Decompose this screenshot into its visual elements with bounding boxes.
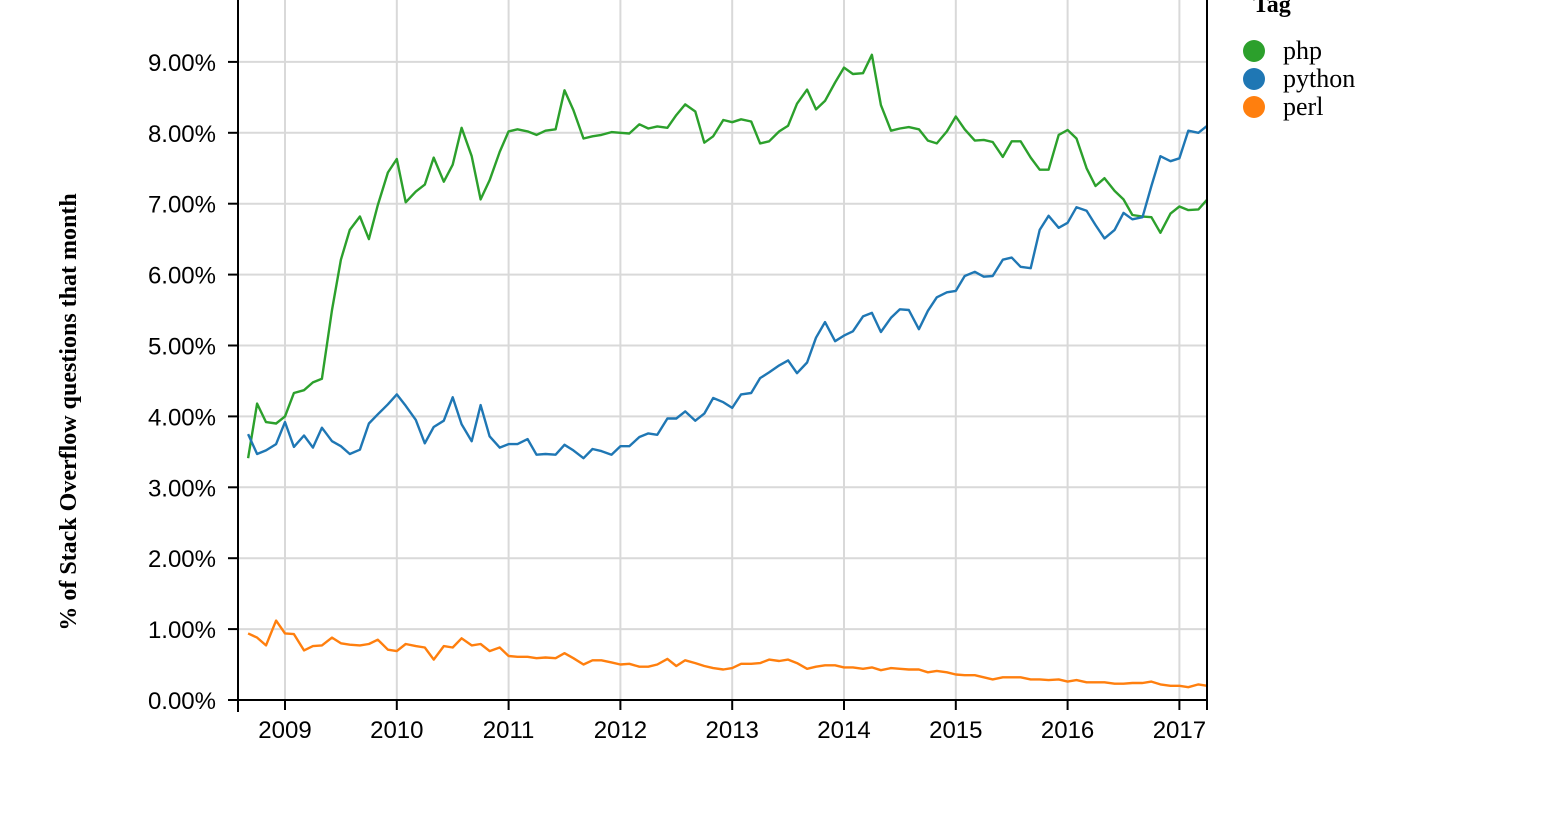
legend-label-perl: perl — [1283, 92, 1323, 121]
y-tick-label: 2.00% — [148, 546, 216, 573]
y-axis-ticks: 0.00% 1.00% 2.00% 3.00% 4.00% 5.00% 6.00% 7.00%… — [148, 50, 238, 715]
x-axis-ticks: 2009 2010 2011 2012 2013 2014 2015 2016 2017 — [237, 0, 1208, 744]
x-tick-label: 2017 — [1153, 717, 1206, 744]
y-tick-label: 1.00% — [148, 617, 216, 644]
series-line-perl — [247, 619, 1208, 689]
legend-label-python: python — [1283, 64, 1355, 93]
y-tick-label: 8.00% — [148, 121, 216, 148]
y-tick-label: 4.00% — [148, 404, 216, 431]
y-tick-label: 6.00% — [148, 263, 216, 290]
x-tick-label: 2011 — [483, 717, 535, 744]
legend-swatch-python — [1243, 68, 1265, 90]
y-tick-label: 9.00% — [148, 50, 216, 77]
x-tick-label: 2013 — [706, 717, 759, 744]
x-gridlines — [284, 0, 1181, 700]
y-tick-label: 3.00% — [148, 475, 216, 502]
series-line-php — [246, 53, 1209, 459]
x-tick-label: 2014 — [817, 717, 870, 744]
series-lines — [246, 53, 1209, 689]
y-tick-label: 0.00% — [148, 688, 216, 715]
y-gridlines — [238, 60, 1207, 631]
x-tick-label: 2010 — [370, 717, 423, 744]
y-tick-label: 7.00% — [148, 192, 216, 219]
x-tick-label: 2012 — [594, 717, 647, 744]
legend-swatch-php — [1243, 40, 1265, 62]
y-tick-label: 5.00% — [148, 334, 216, 361]
legend-swatch-perl — [1243, 96, 1265, 118]
legend-title: Tag — [1253, 0, 1291, 18]
y-axis-title: % of Stack Overflow questions that month — [56, 193, 82, 630]
x-tick-label: 2009 — [258, 717, 311, 744]
series-line-python — [247, 124, 1209, 460]
x-tick-label: 2016 — [1041, 717, 1094, 744]
legend-label-php: php — [1283, 36, 1322, 65]
x-tick-label: 2015 — [929, 717, 982, 744]
